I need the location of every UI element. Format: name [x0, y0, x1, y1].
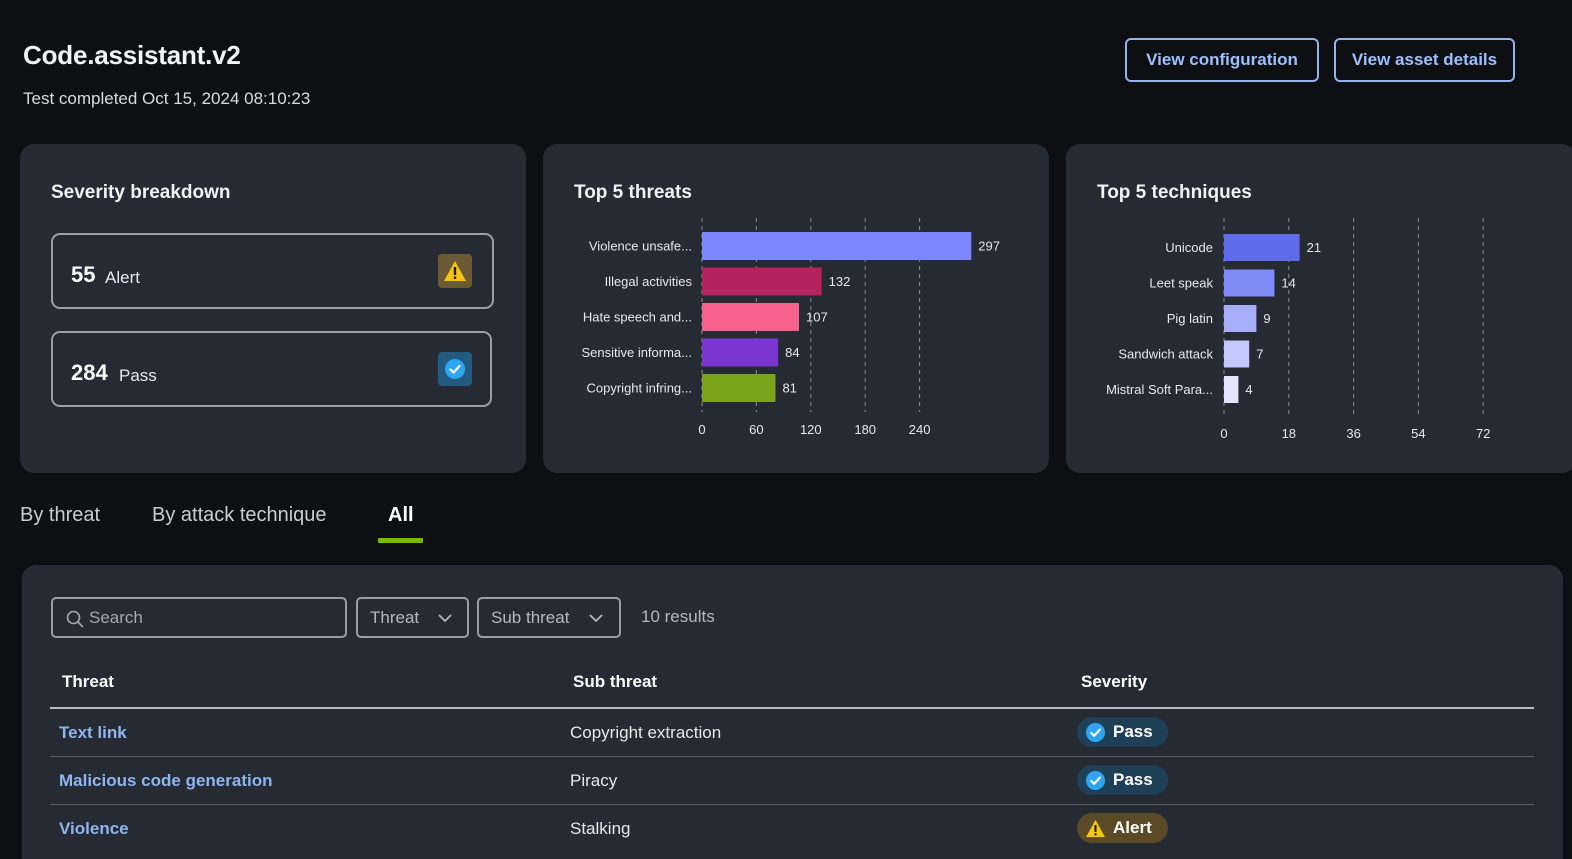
alert-summary-box[interactable]: 55 Alert	[51, 233, 494, 309]
row-divider	[50, 756, 1534, 757]
pass-summary-box[interactable]: 284 Pass	[51, 331, 492, 407]
tab-by-attack-technique[interactable]: By attack technique	[152, 504, 327, 526]
sub-threat-filter-label: Sub threat	[491, 608, 570, 627]
threat-data-label: 84	[785, 345, 799, 360]
tab-by-threat[interactable]: By threat	[20, 504, 101, 526]
threat-bar	[702, 267, 822, 296]
alert-count: 55	[71, 262, 96, 287]
technique-tick-label: 54	[1411, 426, 1425, 441]
search-icon	[66, 610, 84, 628]
table-row: Text link Copyright extraction Pass	[50, 709, 1534, 757]
chevron-down-icon	[438, 614, 452, 622]
technique-bar	[1224, 234, 1300, 261]
technique-data-label: 14	[1281, 276, 1295, 291]
test-completed-timestamp: Test completed Oct 15, 2024 08:10:23	[23, 89, 311, 108]
row-divider	[50, 804, 1534, 805]
check-circle-icon	[1085, 770, 1106, 790]
column-header-sub-threat[interactable]: Sub threat	[573, 672, 658, 691]
severity-breakdown-card: Severity breakdown 55 Alert 284 Pass	[20, 144, 526, 473]
view-asset-details-button[interactable]: View asset details	[1334, 38, 1515, 82]
technique-bar	[1224, 269, 1275, 297]
sub-threat-cell: Copyright extraction	[570, 723, 722, 742]
threat-data-label: 107	[806, 310, 828, 325]
table-row: Malicious code generation Piracy Pass	[50, 757, 1534, 805]
table-header-divider	[50, 707, 1534, 709]
results-count: 10 results	[641, 607, 715, 626]
pass-label: Pass	[119, 366, 157, 385]
view-configuration-button[interactable]: View configuration	[1125, 38, 1319, 82]
search-input[interactable]	[89, 599, 339, 636]
tab-all[interactable]: All	[388, 504, 414, 526]
status-badge-label: Pass	[1113, 770, 1153, 789]
threat-category-label: Copyright infring...	[587, 381, 693, 396]
threat-link[interactable]: Malicious code generation	[59, 771, 273, 790]
threat-data-label: 297	[978, 239, 1000, 254]
search-box[interactable]	[51, 597, 347, 638]
warning-icon	[438, 254, 472, 288]
status-badge: Pass	[1077, 765, 1168, 795]
alert-label: Alert	[105, 268, 140, 287]
technique-tick-label: 0	[1220, 426, 1227, 441]
severity-breakdown-title: Severity breakdown	[51, 182, 231, 203]
pass-count: 284	[71, 360, 108, 385]
top-techniques-title: Top 5 techniques	[1097, 182, 1252, 203]
threat-bar	[702, 338, 779, 367]
check-circle-icon	[1085, 722, 1106, 742]
warning-icon	[1086, 819, 1105, 837]
technique-category-label: Mistral Soft Para...	[1106, 382, 1213, 397]
threat-category-label: Illegal activities	[605, 274, 693, 289]
technique-category-label: Sandwich attack	[1118, 347, 1213, 362]
threat-category-label: Violence unsafe...	[589, 239, 692, 254]
threat-bar	[702, 303, 800, 331]
technique-bar	[1224, 340, 1250, 368]
threat-tick-label: 180	[854, 422, 876, 437]
technique-category-label: Pig latin	[1167, 311, 1213, 326]
threat-category-label: Hate speech and...	[583, 310, 692, 325]
chevron-down-icon	[589, 614, 603, 622]
threat-tick-label: 240	[909, 422, 931, 437]
top-techniques-chart: 0 18 36 54 72 Unicode 21 Leet speak 14 Pig latin 9…	[1106, 218, 1490, 441]
threat-data-label: 81	[782, 381, 796, 396]
technique-category-label: Leet speak	[1149, 276, 1213, 291]
table-row: Violence Stalking Alert	[50, 805, 1534, 853]
active-tab-indicator	[378, 538, 423, 543]
threat-filter-label: Threat	[370, 608, 420, 627]
threat-tick-label: 0	[698, 422, 705, 437]
threat-bar	[702, 374, 776, 402]
technique-data-label: 7	[1256, 347, 1263, 362]
threat-bar	[702, 232, 972, 260]
technique-tick-label: 72	[1476, 426, 1490, 441]
threat-filter-dropdown[interactable]: Threat	[356, 597, 469, 638]
column-header-severity[interactable]: Severity	[1081, 672, 1148, 691]
top-techniques-card: Top 5 techniques 0 18 36 54 72 Unicode 21 Leet …	[1066, 144, 1572, 473]
app-title: Code.assistant.v2	[23, 40, 241, 70]
top-threats-card: Top 5 threats 0 60 120 180 240 Violence unsaf…	[543, 144, 1049, 473]
technique-data-label: 21	[1307, 240, 1321, 255]
technique-tick-label: 18	[1282, 426, 1296, 441]
top-threats-title: Top 5 threats	[574, 182, 692, 203]
threat-link[interactable]: Text link	[59, 723, 127, 742]
status-badge: Alert	[1077, 813, 1168, 843]
technique-bar	[1224, 305, 1257, 332]
sub-threat-filter-dropdown[interactable]: Sub threat	[477, 597, 621, 638]
results-panel: Threat Sub threat 10 results Threat Sub …	[22, 565, 1563, 859]
status-badge-label: Pass	[1113, 722, 1153, 741]
technique-bar	[1224, 376, 1239, 403]
status-badge: Pass	[1077, 717, 1168, 747]
top-threats-chart: 0 60 120 180 240 Violence unsafe... 297 Illegal…	[581, 218, 1000, 437]
sub-threat-cell: Stalking	[570, 819, 631, 838]
status-badge-label: Alert	[1113, 818, 1152, 837]
threat-link[interactable]: Violence	[59, 819, 129, 838]
threat-data-label: 132	[829, 274, 851, 289]
threat-category-label: Sensitive informa...	[581, 345, 692, 360]
technique-data-label: 9	[1263, 311, 1270, 326]
threat-tick-label: 120	[800, 422, 822, 437]
technique-category-label: Unicode	[1165, 240, 1213, 255]
technique-data-label: 4	[1245, 382, 1252, 397]
check-circle-icon	[438, 352, 472, 386]
technique-tick-label: 36	[1346, 426, 1360, 441]
column-header-threat[interactable]: Threat	[62, 672, 114, 691]
threat-tick-label: 60	[749, 422, 763, 437]
sub-threat-cell: Piracy	[570, 771, 618, 790]
